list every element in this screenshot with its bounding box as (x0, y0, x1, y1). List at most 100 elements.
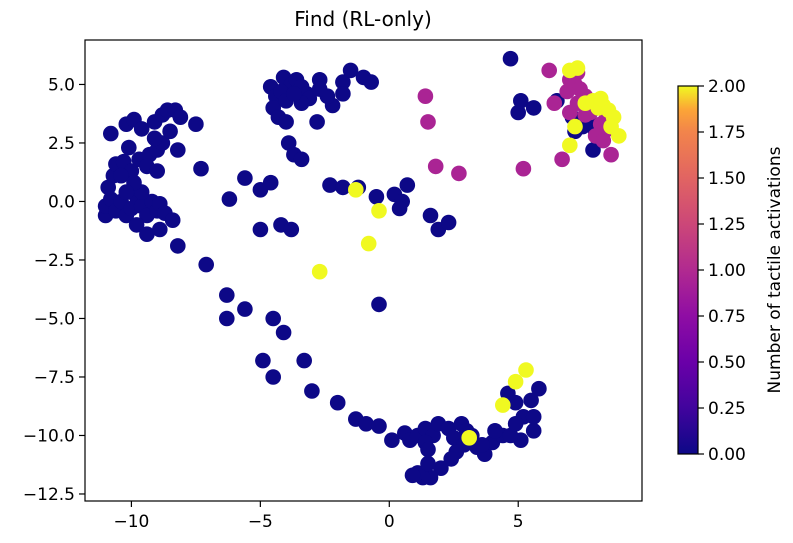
data-point (121, 139, 137, 156)
data-point (603, 146, 619, 163)
data-point (322, 177, 338, 193)
data-point (567, 118, 583, 135)
colorbar-tick-label: 0.50 (708, 353, 746, 373)
data-point (420, 441, 436, 458)
data-point (188, 116, 204, 132)
data-point (440, 214, 457, 231)
data-point (193, 160, 209, 177)
colorbar-tick-label: 0.75 (708, 307, 746, 327)
data-point (133, 121, 150, 137)
y-tick-label: 2.5 (48, 134, 75, 154)
data-point (348, 182, 364, 198)
data-point (502, 50, 519, 67)
data-point (262, 174, 279, 191)
data-point (296, 352, 313, 369)
colorbar-tick-label: 1.00 (708, 261, 746, 281)
data-point (342, 62, 359, 79)
data-point (360, 235, 377, 252)
data-point (404, 467, 421, 484)
data-point (221, 191, 238, 207)
data-point (569, 60, 586, 76)
colorbar-tick-label: 1.75 (708, 123, 746, 143)
data-point (461, 430, 478, 446)
data-point (474, 437, 490, 453)
data-point (595, 132, 612, 149)
data-point (525, 100, 542, 116)
data-point (265, 369, 282, 385)
data-point (335, 74, 351, 90)
data-point (162, 123, 178, 140)
y-tick-label: −5.0 (34, 309, 75, 329)
data-point (100, 179, 116, 196)
colorbar-tick-label: 1.25 (708, 215, 746, 235)
data-point (585, 142, 601, 158)
data-point (170, 142, 186, 158)
data-point (546, 95, 563, 111)
colorbar-label: Number of tactile activations (765, 146, 785, 393)
data-point (278, 114, 294, 130)
data-point (335, 179, 351, 196)
data-point (523, 392, 539, 409)
data-point (562, 137, 578, 154)
data-point (152, 221, 168, 238)
y-tick-label: −7.5 (34, 368, 75, 388)
data-point (103, 125, 119, 142)
data-point (510, 104, 526, 121)
data-point (309, 114, 325, 130)
data-point (433, 460, 449, 477)
data-point (113, 167, 129, 184)
data-point (507, 416, 524, 432)
data-point (329, 394, 346, 411)
data-point (198, 256, 214, 273)
data-point (507, 394, 524, 411)
data-point (139, 226, 155, 242)
data-point (371, 296, 387, 313)
x-tick-label: 5 (513, 512, 524, 532)
x-axis: −10 −5 0 5 (113, 501, 524, 532)
data-point (237, 170, 253, 186)
colorbar (677, 85, 699, 455)
data-point (286, 86, 302, 102)
data-point (219, 310, 235, 327)
colorbar-tick-label: 0.25 (708, 399, 746, 419)
data-point (541, 62, 557, 79)
plot-frame (84, 39, 643, 502)
data-point (311, 263, 328, 280)
data-point (149, 163, 165, 179)
y-axis: 5.0 2.5 0.0 −2.5 −5.0 −7.5 −10.0 −12.5 (23, 75, 85, 505)
data-point (391, 200, 408, 217)
data-point (280, 135, 297, 151)
data-point (518, 362, 534, 378)
data-point (592, 90, 609, 107)
data-point (368, 189, 385, 205)
data-point (146, 130, 163, 147)
data-point (219, 287, 235, 303)
data-point (283, 221, 300, 238)
data-point (265, 310, 282, 327)
y-tick-label: −12.5 (23, 485, 75, 505)
data-point (358, 416, 374, 432)
data-point (170, 238, 186, 254)
data-point (611, 128, 627, 144)
data-point (507, 373, 524, 390)
colorbar-tick-label: 1.50 (708, 169, 746, 189)
data-point (311, 81, 328, 97)
y-tick-label: −10.0 (23, 426, 75, 446)
points-layer (97, 50, 627, 486)
data-point (554, 151, 570, 168)
data-point (252, 221, 269, 238)
data-point (502, 427, 519, 444)
data-point (422, 207, 439, 224)
data-point (525, 409, 542, 425)
data-point (420, 114, 436, 130)
y-tick-label: 5.0 (48, 75, 75, 95)
data-point (293, 151, 310, 168)
colorbar-tick-label: 2.00 (708, 77, 746, 97)
data-point (427, 158, 444, 175)
colorbar-tick-label: 0.00 (708, 445, 746, 465)
data-point (164, 212, 181, 228)
x-tick-label: 0 (384, 512, 395, 532)
data-point (304, 383, 320, 399)
colorbar-axis: 0.00 0.25 0.50 0.75 1.00 1.25 1.50 1.75 2.00 (698, 77, 746, 465)
